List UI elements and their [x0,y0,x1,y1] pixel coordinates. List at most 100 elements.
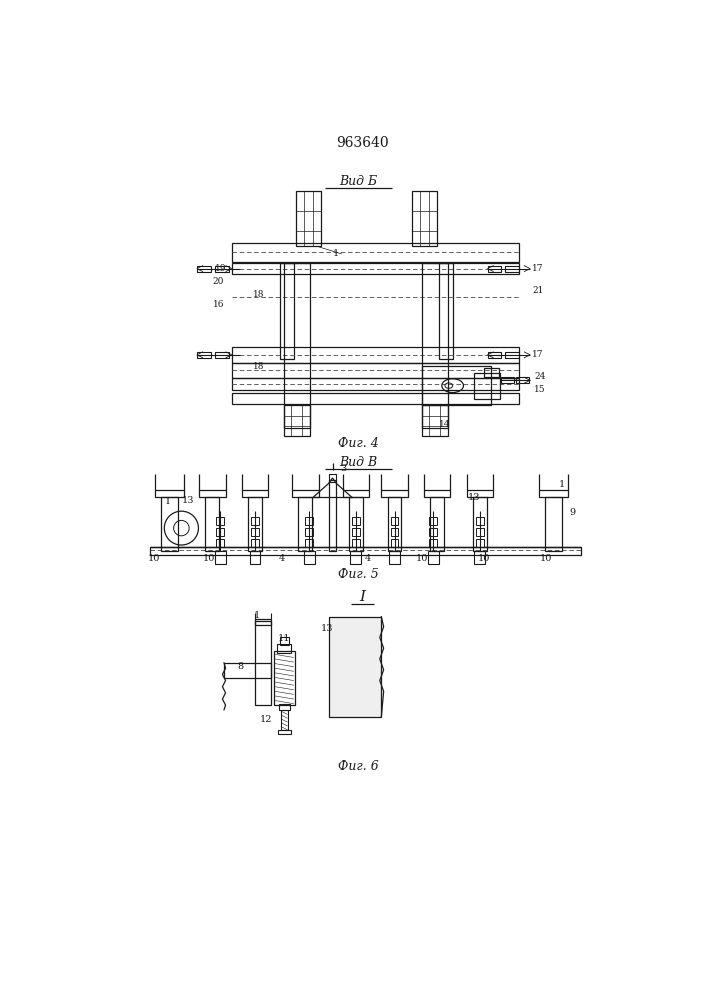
Text: I: I [359,590,365,604]
Bar [251,539,259,547]
Text: 4: 4 [364,554,370,563]
Bar [329,617,381,717]
Text: 19: 19 [215,264,226,273]
Bar [248,497,262,551]
Bar [232,393,518,404]
Bar [232,263,518,274]
Text: 18: 18 [253,290,264,299]
Bar [506,266,519,272]
Bar [216,528,224,536]
Bar [391,539,398,547]
Bar [251,528,259,536]
Bar [279,704,290,710]
Text: 10: 10 [477,554,490,563]
Text: 13: 13 [468,493,481,502]
Bar [215,266,228,272]
Bar [516,377,529,383]
Bar [424,490,450,497]
Text: 11: 11 [277,634,290,643]
Text: 20: 20 [213,277,224,286]
Bar [155,490,185,497]
Text: Вид Б: Вид Б [339,175,377,188]
Text: 1: 1 [255,611,260,620]
Bar [506,352,519,358]
Bar [274,651,295,705]
Text: 3: 3 [340,464,346,473]
Text: 12: 12 [259,715,272,724]
Bar [352,517,360,525]
Text: Вид В: Вид В [339,456,377,469]
Bar [329,480,337,551]
Bar [421,366,491,405]
Bar [467,490,493,497]
Text: 16: 16 [213,300,224,309]
Bar [215,352,228,358]
Bar [161,497,178,551]
Bar [280,637,289,645]
Bar [255,620,271,705]
Bar [305,517,313,525]
Bar [488,266,501,272]
Text: Фиг. 4: Фиг. 4 [338,437,378,450]
Text: 17: 17 [532,264,544,273]
Text: 1: 1 [559,480,565,489]
Text: 4: 4 [279,554,285,563]
Bar [343,490,369,497]
Bar [474,551,485,564]
Bar [421,263,448,428]
Text: 10: 10 [148,554,160,563]
Bar [476,539,484,547]
Text: 14: 14 [439,420,450,429]
Text: 9: 9 [569,508,575,517]
Bar [232,363,518,378]
Bar [206,497,219,551]
Bar [438,263,452,359]
Bar [501,377,514,383]
Text: 21: 21 [532,286,544,295]
Bar [352,528,360,536]
Text: Фиг. 6: Фиг. 6 [338,760,378,773]
Text: Фиг. 5: Фиг. 5 [338,568,378,581]
Bar [305,528,313,536]
Text: 10: 10 [202,554,215,563]
Bar [280,263,293,359]
Bar [197,266,211,272]
Bar [277,644,291,653]
Bar [215,551,226,564]
Bar [298,497,312,551]
Bar [484,368,499,377]
Bar [284,405,310,436]
Bar [381,490,408,497]
Bar [488,352,501,358]
Bar [429,539,437,547]
Bar [473,497,486,551]
Bar [429,517,437,525]
Bar [279,730,291,734]
Bar [281,710,288,730]
Text: 24: 24 [534,372,545,381]
Bar [305,539,313,547]
Bar [304,551,315,564]
Bar [284,263,310,428]
Bar [292,490,319,497]
Text: 17: 17 [532,350,544,359]
Bar [387,497,402,551]
Bar [232,378,518,390]
Text: 8: 8 [238,662,243,671]
Text: 10: 10 [416,554,428,563]
Bar [250,551,260,564]
Bar [476,528,484,536]
Bar [224,663,271,678]
Bar [545,497,562,551]
Bar [197,352,211,358]
Bar [349,497,363,551]
Bar [151,547,580,555]
Bar [232,347,518,363]
Bar [429,528,437,536]
Bar [391,517,398,525]
Bar [352,539,360,547]
Text: 1: 1 [333,249,339,258]
Text: 10: 10 [539,554,551,563]
Bar [351,551,361,564]
Bar [296,191,321,246]
